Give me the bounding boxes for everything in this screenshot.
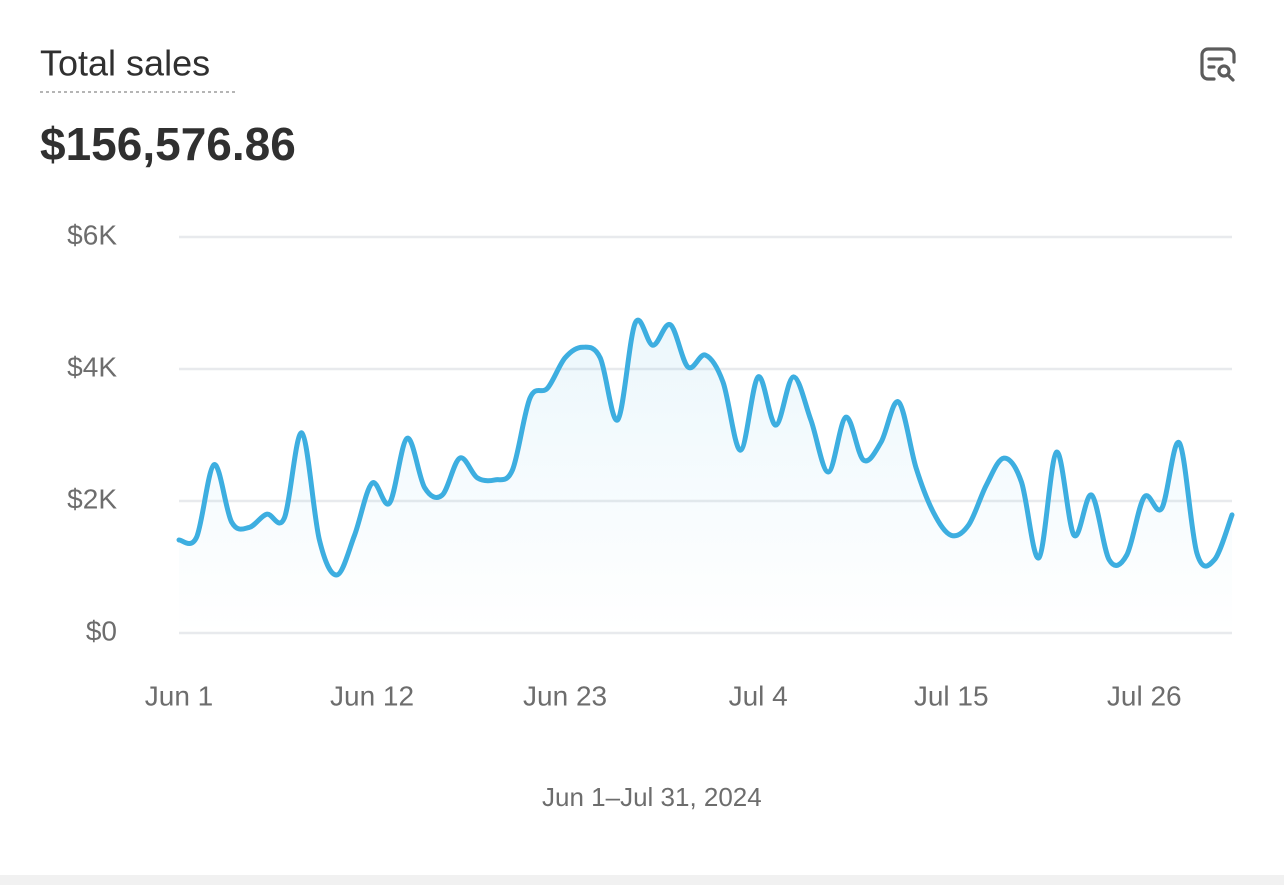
- area: [179, 320, 1232, 633]
- x-tick-label: Jun 12: [330, 680, 414, 711]
- page-background: [0, 875, 1284, 885]
- x-tick-label: Jul 15: [914, 680, 989, 711]
- plot-area: $0 $2K $4K $6K Jun 1 Jun 12 Jun 23 Jul 4 Jul 15 J…: [67, 219, 1235, 812]
- line: [176, 317, 1235, 578]
- y-tick-label: $0: [86, 615, 117, 646]
- y-tick-label: $6K: [67, 219, 117, 250]
- x-tick-label: Jul 4: [729, 680, 788, 711]
- total-value: $156,576.86: [40, 118, 296, 170]
- x-tick-label: Jul 26: [1107, 680, 1182, 711]
- chart-title: Total sales: [40, 43, 210, 84]
- x-tick-label: Jun 23: [523, 680, 607, 711]
- explore-icon[interactable]: [1200, 47, 1236, 82]
- y-tick-label: $4K: [67, 351, 117, 382]
- y-tick-label: $2K: [67, 483, 117, 514]
- x-tick-label: Jun 1: [145, 680, 214, 711]
- legend-label: Jun 1–Jul 31, 2024: [542, 782, 762, 812]
